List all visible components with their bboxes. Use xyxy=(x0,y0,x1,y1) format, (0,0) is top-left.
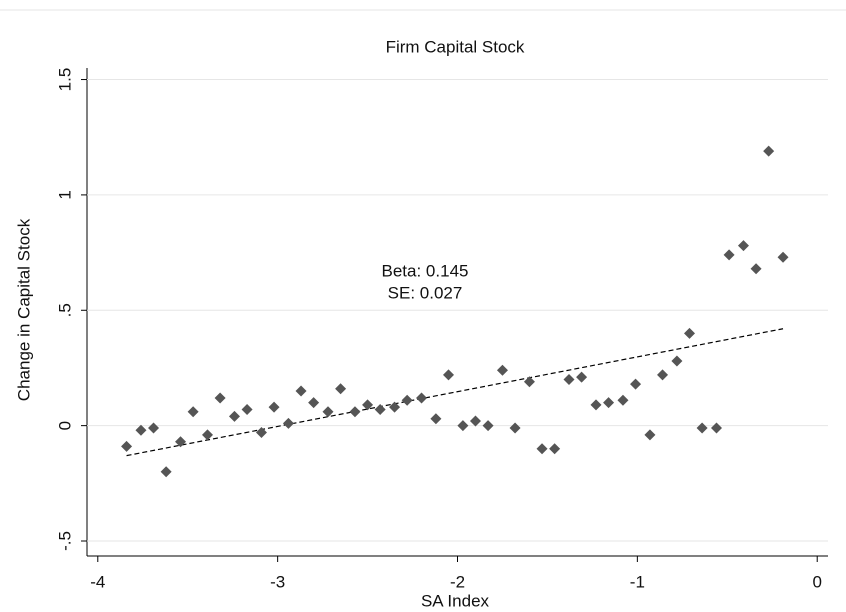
point xyxy=(389,401,401,413)
chart-title: Firm Capital Stock xyxy=(386,37,525,56)
point xyxy=(763,145,775,157)
point xyxy=(750,263,762,275)
point xyxy=(308,397,320,409)
point xyxy=(401,394,413,406)
point xyxy=(322,406,334,418)
y-tick-label: 1.5 xyxy=(55,68,74,92)
point xyxy=(671,355,683,367)
point xyxy=(268,401,280,413)
point xyxy=(603,397,615,409)
point xyxy=(175,436,187,448)
y-tick-label: -.5 xyxy=(55,531,74,551)
x-axis-label: SA Index xyxy=(421,591,490,610)
annotation: SE: 0.027 xyxy=(388,283,463,302)
point xyxy=(710,422,722,434)
point xyxy=(737,240,749,252)
y-tick-label: .5 xyxy=(55,303,74,317)
x-tick-label: -3 xyxy=(270,572,285,591)
point xyxy=(684,327,696,339)
point xyxy=(135,424,147,436)
point xyxy=(214,392,226,404)
point xyxy=(657,369,669,381)
point xyxy=(349,406,361,418)
point xyxy=(617,394,629,406)
point xyxy=(121,440,133,452)
point xyxy=(282,417,294,429)
point xyxy=(255,427,267,439)
point xyxy=(430,413,442,425)
point xyxy=(509,422,521,434)
point xyxy=(536,443,548,455)
y-tick-label: 1 xyxy=(55,190,74,199)
point xyxy=(563,373,575,385)
point xyxy=(148,422,160,434)
point xyxy=(644,429,656,441)
point xyxy=(160,466,172,478)
y-axis-label: Change in Capital Stock xyxy=(14,218,33,401)
point xyxy=(723,249,735,261)
point xyxy=(482,420,494,432)
x-tick-label: -2 xyxy=(450,572,465,591)
annotation: Beta: 0.145 xyxy=(382,261,469,280)
point xyxy=(523,376,535,388)
x-tick-label: -4 xyxy=(90,572,105,591)
fit-line xyxy=(126,328,784,457)
point xyxy=(228,410,240,422)
point xyxy=(630,378,642,390)
point xyxy=(241,403,253,415)
point xyxy=(469,415,481,427)
point xyxy=(549,443,561,455)
point xyxy=(696,422,708,434)
x-tick-label: -1 xyxy=(630,572,645,591)
point xyxy=(416,392,428,404)
point xyxy=(576,371,588,383)
point xyxy=(335,383,347,395)
point xyxy=(777,251,789,263)
point xyxy=(362,399,374,411)
point xyxy=(295,385,307,397)
point xyxy=(443,369,455,381)
point xyxy=(496,364,508,376)
x-tick-label: 0 xyxy=(812,572,821,591)
point xyxy=(590,399,602,411)
point xyxy=(202,429,214,441)
point xyxy=(374,403,386,415)
point xyxy=(187,406,199,418)
point xyxy=(457,420,469,432)
y-tick-label: 0 xyxy=(55,421,74,430)
